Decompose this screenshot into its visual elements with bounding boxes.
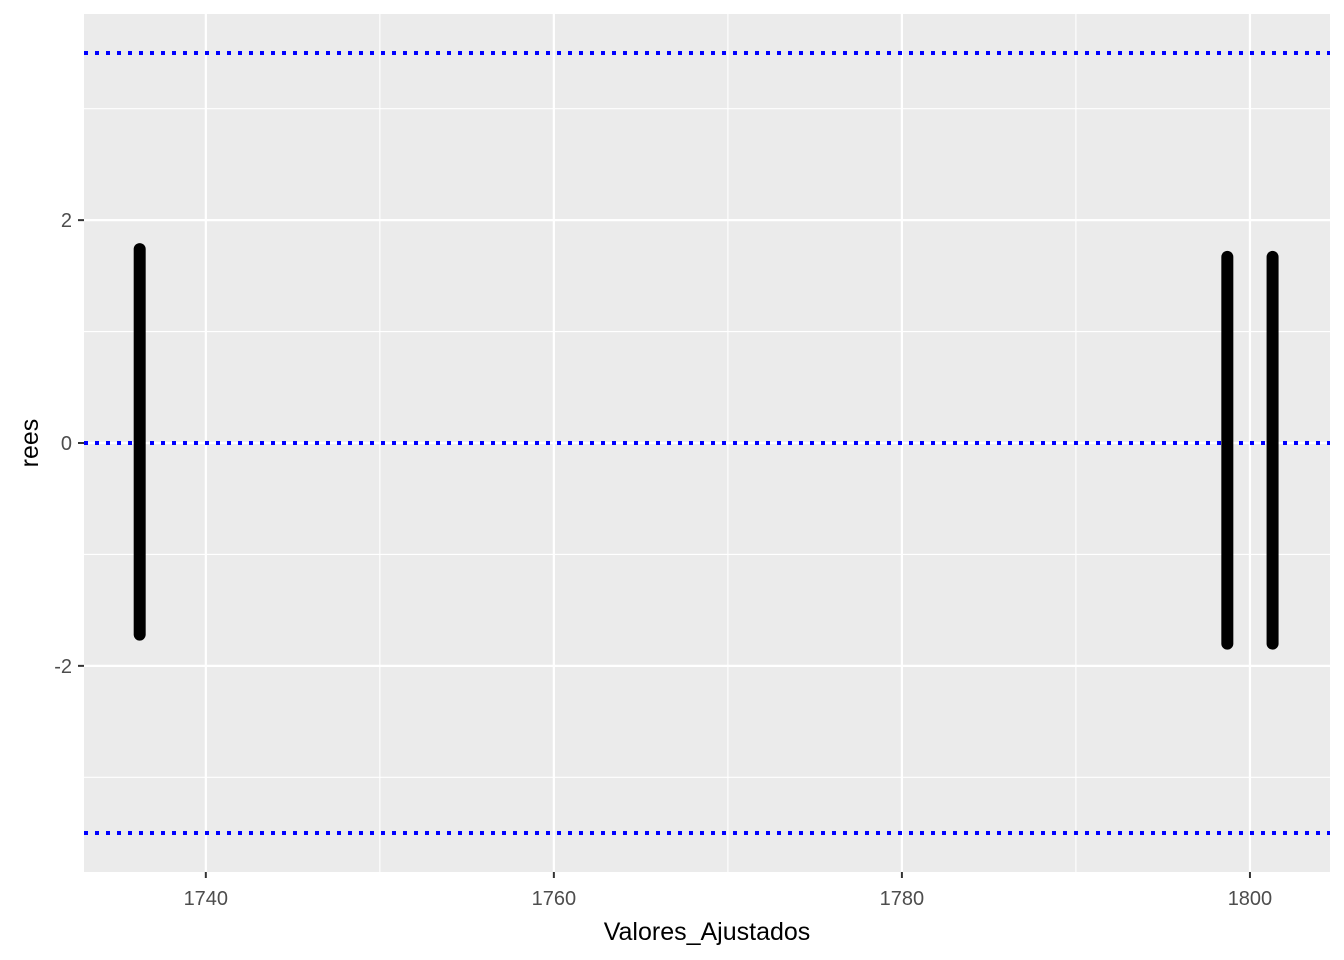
x-axis: 1740 1760 1780 1800 [184,872,1273,910]
y-tick-label: 2 [61,210,72,232]
y-tick-label: 0 [61,433,72,455]
x-tick-label: 1760 [532,888,577,910]
data-points [133,243,1279,650]
x-tick-label: 1800 [1228,888,1273,910]
x-tick-label: 1740 [184,888,229,910]
y-axis: -2 0 2 [54,210,84,678]
x-tick-label: 1780 [880,888,925,910]
y-axis-title: rees [16,419,44,468]
y-tick-label: -2 [54,656,72,678]
x-axis-title: Valores_Ajustados [604,918,811,946]
